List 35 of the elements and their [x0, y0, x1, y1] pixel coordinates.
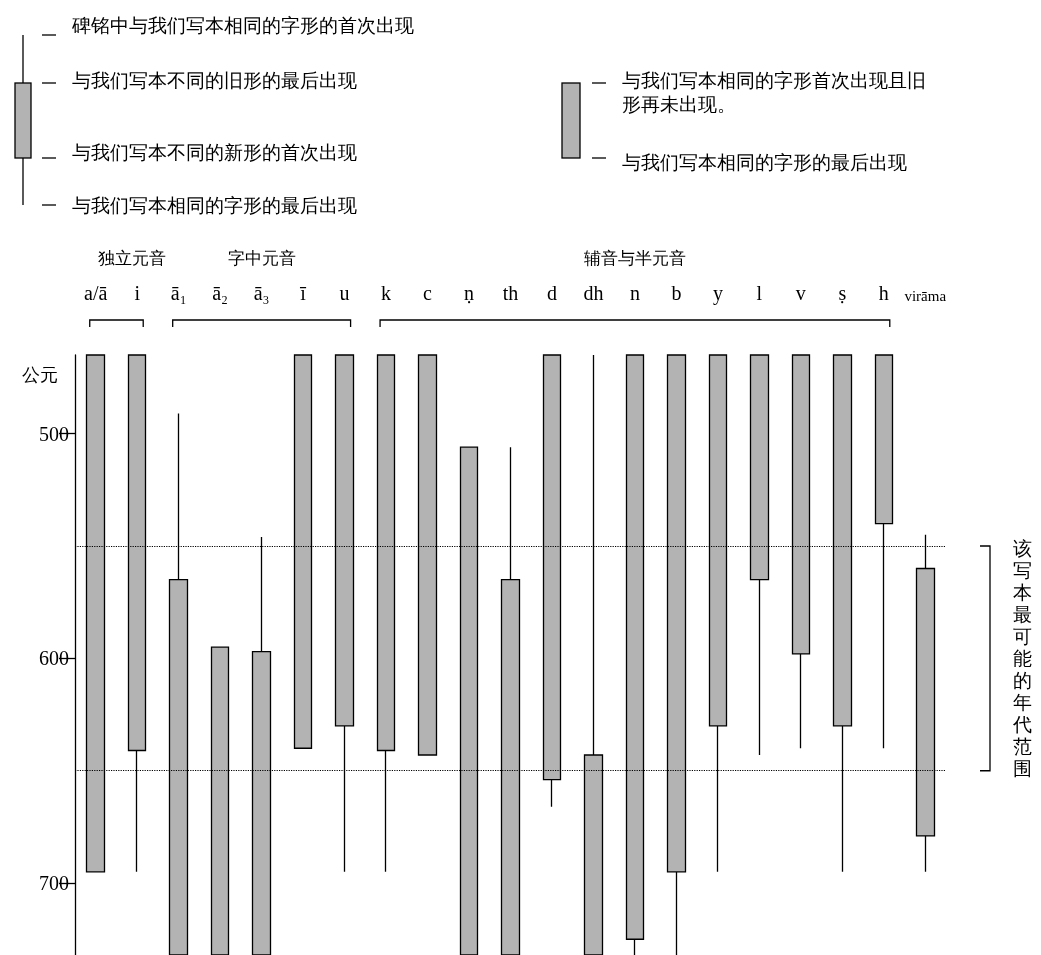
text: 与我们写本不同的旧形的最后出现 [72, 69, 357, 91]
x-tick-label: k [381, 282, 392, 304]
y-tick-label: 500 [39, 422, 69, 445]
y-axis-title: 公元 [22, 365, 58, 385]
text: 与我们写本相同的字形的最后出现 [72, 194, 357, 216]
x-tick-label: ṣ [838, 282, 847, 304]
text: 独立元音 [97, 249, 166, 268]
text: 字中元音 [227, 249, 296, 268]
x-tick-label: ā₃ [253, 282, 270, 304]
x-tick-label: virāma [904, 287, 947, 304]
x-tick-label: ṇ [464, 282, 475, 304]
x-tick-label: h [878, 282, 889, 304]
x-tick-label: ā₂ [212, 282, 229, 304]
y-tick-label: 600 [39, 647, 69, 670]
text: 辅音与半元音 [583, 249, 686, 268]
text: 与我们写本相同的字形首次出现且旧形再未出现。 [622, 69, 926, 115]
x-tick-label: ī [299, 282, 307, 304]
x-tick-label: v [795, 282, 806, 304]
x-tick-label: a/ā [84, 282, 108, 304]
y-tick-label: 700 [39, 872, 69, 895]
x-tick-label: th [502, 282, 519, 304]
x-tick-label: d [546, 282, 557, 304]
x-tick-label: y [712, 282, 723, 305]
x-tick-label: c [423, 282, 433, 304]
text: 与我们写本相同的字形的最后出现 [622, 151, 907, 173]
x-tick-label: n [629, 282, 640, 304]
x-tick-label: b [671, 282, 682, 304]
x-tick-label: l [756, 282, 763, 304]
x-tick-label: dh [583, 282, 604, 304]
text: 与我们写本不同的新形的首次出现 [72, 141, 357, 163]
text: 该写本最可能的年代范围 [1012, 537, 1032, 779]
text: 碑铭中与我们写本相同的字形的首次出现 [71, 14, 414, 36]
x-tick-label: u [339, 282, 350, 304]
x-tick-label: ā₁ [170, 282, 187, 304]
x-tick-label: i [134, 282, 141, 304]
